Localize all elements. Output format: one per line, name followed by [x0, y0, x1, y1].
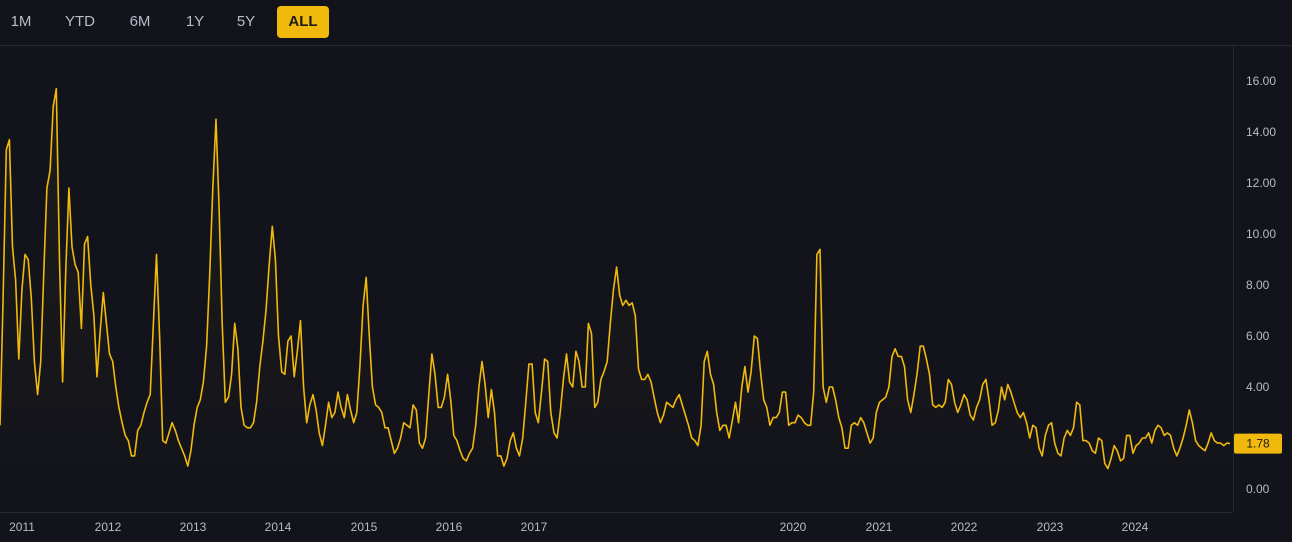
range-button-all[interactable]: ALL	[277, 6, 329, 38]
x-tick-label: 2013	[180, 520, 207, 534]
x-tick-label: 2024	[1122, 520, 1149, 534]
x-tick-label: 2011	[9, 520, 35, 534]
range-button-6m[interactable]: 6M	[129, 13, 151, 30]
x-tick-label: 2012	[95, 520, 122, 534]
y-tick-label: 0.00	[1246, 482, 1270, 496]
y-tick-label: 4.00	[1246, 380, 1270, 394]
range-button-ytd[interactable]: YTD	[65, 13, 95, 30]
series-area	[0, 88, 1230, 512]
x-tick-label: 2015	[351, 520, 378, 534]
x-tick-label: 2022	[951, 520, 978, 534]
range-selector: 1M YTD 6M 1Y 5Y ALL	[0, 0, 1292, 46]
range-button-1y[interactable]: 1Y	[185, 13, 205, 30]
y-tick-label: 8.00	[1246, 278, 1270, 292]
y-axis-ticks: 16.00 14.00 12.00 10.00 8.00 6.00 4.00 2…	[1246, 74, 1276, 496]
x-tick-label: 2023	[1037, 520, 1064, 534]
range-button-1m[interactable]: 1M	[10, 13, 32, 30]
y-tick-label: 14.00	[1246, 125, 1276, 139]
x-tick-label: 2017	[521, 520, 548, 534]
y-tick-label: 16.00	[1246, 74, 1276, 88]
y-tick-label: 6.00	[1246, 329, 1270, 343]
last-value-badge: 1.78	[1234, 433, 1282, 454]
range-button-5y[interactable]: 5Y	[236, 13, 256, 30]
x-axis-ticks: 2011 2012 2013 2014 2015 2016 2017 2020 …	[9, 520, 1149, 534]
y-tick-label: 10.00	[1246, 227, 1276, 241]
series-line	[0, 87, 1231, 470]
y-tick-label: 12.00	[1246, 176, 1276, 190]
x-tick-label: 2014	[265, 520, 292, 534]
x-tick-label: 2021	[866, 520, 893, 534]
x-tick-label: 2016	[436, 520, 463, 534]
last-value-label: 1.78	[1246, 437, 1270, 451]
x-tick-label: 2020	[780, 520, 807, 534]
